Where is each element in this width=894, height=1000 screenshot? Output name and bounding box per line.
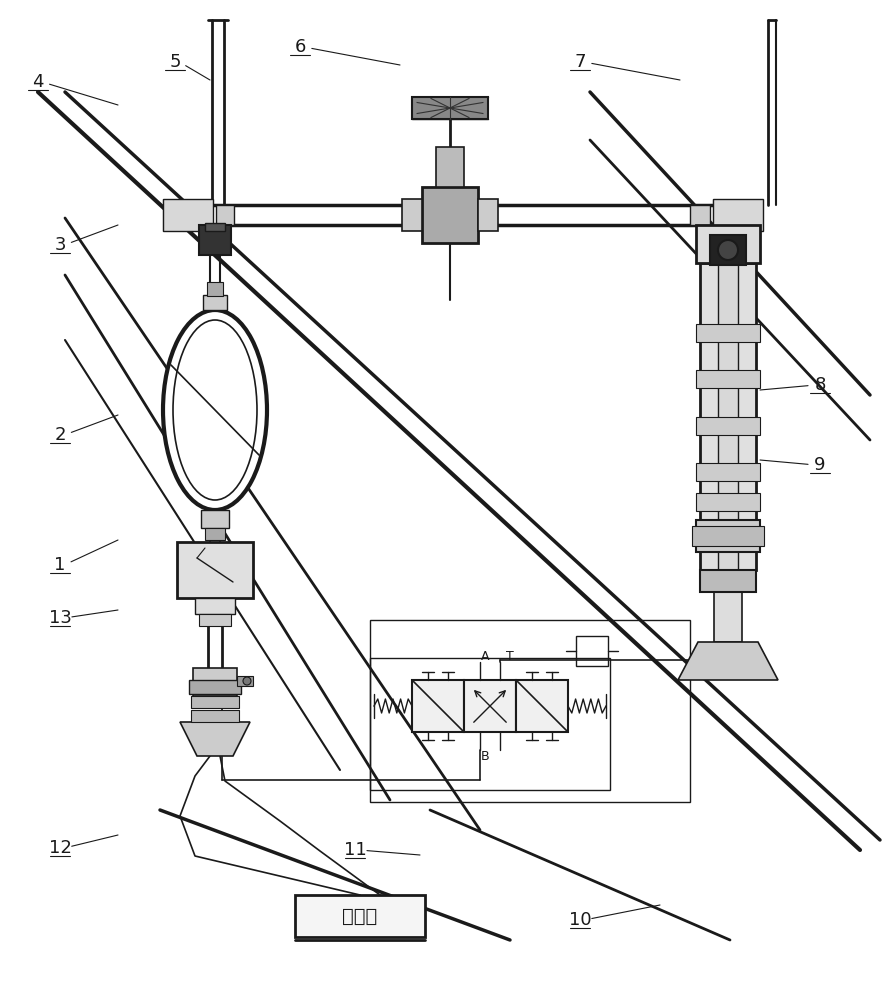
Bar bbox=[295, 895, 425, 937]
Bar bbox=[177, 542, 253, 598]
Text: 11: 11 bbox=[343, 841, 367, 859]
Bar bbox=[718, 263, 738, 620]
Text: 1: 1 bbox=[55, 556, 65, 574]
Bar bbox=[692, 526, 764, 546]
Bar bbox=[696, 463, 760, 481]
Bar bbox=[370, 620, 690, 802]
Text: 10: 10 bbox=[569, 911, 591, 929]
Bar bbox=[207, 282, 223, 296]
Text: T: T bbox=[506, 650, 514, 662]
Bar bbox=[191, 696, 239, 708]
Text: 3: 3 bbox=[55, 236, 66, 254]
Bar bbox=[412, 97, 488, 119]
Polygon shape bbox=[180, 722, 250, 756]
Text: 6: 6 bbox=[294, 38, 306, 56]
Bar bbox=[402, 199, 422, 231]
Bar bbox=[516, 680, 568, 732]
Bar bbox=[696, 416, 760, 434]
Bar bbox=[201, 510, 229, 528]
Bar bbox=[696, 370, 760, 388]
Text: 2: 2 bbox=[55, 426, 66, 444]
Circle shape bbox=[718, 240, 738, 260]
Bar bbox=[199, 614, 231, 626]
Text: 9: 9 bbox=[814, 456, 826, 474]
Text: 5: 5 bbox=[169, 53, 181, 71]
Bar bbox=[464, 680, 516, 732]
Bar bbox=[195, 598, 235, 614]
Bar bbox=[191, 710, 239, 722]
Bar bbox=[205, 223, 225, 231]
Bar bbox=[199, 225, 231, 255]
Bar bbox=[193, 668, 237, 696]
Text: B: B bbox=[481, 750, 489, 762]
Bar bbox=[422, 187, 478, 243]
Bar bbox=[700, 570, 756, 592]
Bar bbox=[203, 295, 227, 310]
Bar bbox=[710, 235, 746, 265]
Bar bbox=[189, 680, 241, 694]
Text: 7: 7 bbox=[574, 53, 586, 71]
Polygon shape bbox=[678, 642, 778, 680]
Text: 4: 4 bbox=[32, 73, 44, 91]
Bar bbox=[163, 199, 213, 231]
Bar bbox=[237, 676, 253, 686]
Bar bbox=[436, 147, 464, 187]
Bar bbox=[370, 658, 610, 790]
Bar bbox=[714, 592, 742, 642]
Bar bbox=[412, 680, 464, 732]
Text: 13: 13 bbox=[48, 609, 72, 627]
Ellipse shape bbox=[163, 310, 267, 510]
Bar bbox=[700, 263, 756, 570]
Bar bbox=[713, 199, 763, 231]
Text: 12: 12 bbox=[48, 839, 72, 857]
Text: 8: 8 bbox=[814, 376, 826, 394]
Bar bbox=[696, 520, 760, 552]
Bar bbox=[690, 205, 710, 225]
Bar bbox=[576, 636, 608, 666]
Ellipse shape bbox=[173, 320, 257, 500]
Circle shape bbox=[243, 677, 251, 685]
Text: 控制器: 控制器 bbox=[342, 906, 377, 926]
Bar bbox=[216, 205, 234, 225]
Bar bbox=[696, 493, 760, 511]
Text: A: A bbox=[481, 650, 489, 662]
Bar bbox=[696, 324, 760, 342]
Bar bbox=[696, 225, 760, 263]
Bar bbox=[478, 199, 498, 231]
Bar bbox=[205, 528, 225, 540]
